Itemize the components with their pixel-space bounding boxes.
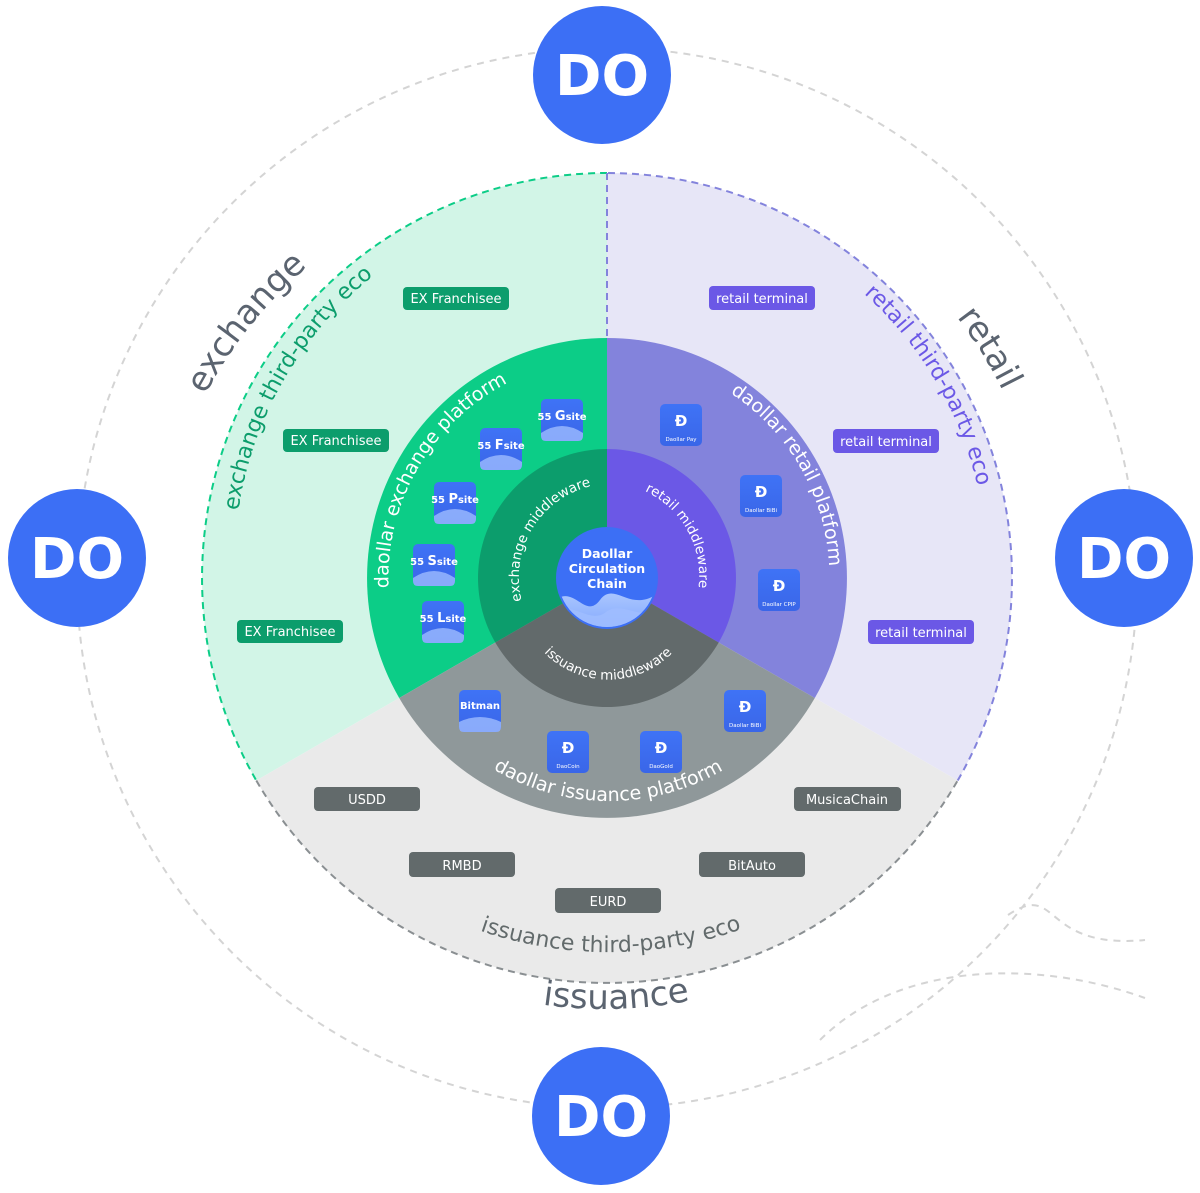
svg-text:retail terminal: retail terminal xyxy=(875,626,967,641)
exchange-eco-edge xyxy=(201,172,608,781)
svg-text:BitAuto: BitAuto xyxy=(728,859,776,874)
svg-text:retail terminal: retail terminal xyxy=(716,292,808,307)
core-line-2: Circulation xyxy=(569,561,645,576)
retail-app-tile[interactable]: Ð Daollar Pay xyxy=(660,404,702,446)
core-chain: Daollar Circulation Chain xyxy=(556,527,658,629)
retail-chip[interactable]: retail terminal xyxy=(833,429,939,453)
site-tile[interactable]: 55 Psite xyxy=(431,482,479,524)
daollar-d-icon: Ð xyxy=(562,739,575,757)
issuance-app-tile[interactable]: Ð DaoGold xyxy=(640,731,682,773)
retail-chip[interactable]: retail terminal xyxy=(868,620,974,644)
svg-text:Daollar Pay: Daollar Pay xyxy=(665,437,697,443)
do-node-right[interactable]: DO xyxy=(1055,489,1193,627)
do-node-bottom[interactable]: DO xyxy=(532,1047,670,1185)
site-tile[interactable]: 55 Gsite xyxy=(537,399,587,441)
issuance-eco-edge xyxy=(255,779,959,984)
svg-text:55 Psite: 55 Psite xyxy=(431,492,479,507)
svg-text:55 Fsite: 55 Fsite xyxy=(477,438,524,453)
daollar-d-icon: Ð xyxy=(755,483,768,501)
issuance-chip[interactable]: RMBD xyxy=(409,852,515,877)
site-tile[interactable]: 55 Lsite xyxy=(420,601,467,643)
do-node-top[interactable]: DO xyxy=(533,6,671,144)
svg-text:EX Franchisee: EX Franchisee xyxy=(410,292,501,307)
daollar-d-icon: Ð xyxy=(655,739,668,757)
tail-curve-upper xyxy=(1007,904,1146,942)
issuance-chip[interactable]: EURD xyxy=(555,888,661,913)
daollar-d-icon: Ð xyxy=(739,698,752,716)
core-line-1: Daollar xyxy=(582,546,633,561)
daollar-d-icon: Ð xyxy=(773,577,786,595)
core-line-3: Chain xyxy=(587,576,627,591)
retail-chip[interactable]: retail terminal xyxy=(709,286,815,310)
issuance-chip[interactable]: MusicaChain xyxy=(794,787,901,811)
svg-text:DaoGold: DaoGold xyxy=(649,764,673,770)
do-node-left[interactable]: DO xyxy=(8,489,146,627)
svg-text:USDD: USDD xyxy=(348,793,386,808)
retail-eco-edge xyxy=(606,172,1013,781)
svg-text:DO: DO xyxy=(30,527,124,592)
exchange-chip[interactable]: EX Franchisee xyxy=(283,429,389,452)
issuance-app-tile[interactable]: Bitman xyxy=(459,690,501,732)
svg-text:retail terminal: retail terminal xyxy=(840,435,932,450)
tail-curve-lower xyxy=(819,972,1146,1041)
issuance-chip[interactable]: BitAuto xyxy=(699,852,805,877)
svg-text:MusicaChain: MusicaChain xyxy=(806,793,888,808)
issuance-chip[interactable]: USDD xyxy=(314,787,420,811)
svg-text:Bitman: Bitman xyxy=(460,701,500,712)
site-tile[interactable]: 55 Ssite xyxy=(410,544,458,586)
exchange-chip[interactable]: EX Franchisee xyxy=(403,287,509,310)
svg-text:Daollar BiBi: Daollar BiBi xyxy=(729,723,761,729)
svg-text:DO: DO xyxy=(555,44,649,109)
svg-text:EURD: EURD xyxy=(590,895,627,910)
issuance-middleware-sector xyxy=(495,578,719,707)
retail-app-tile[interactable]: Ð Daollar BiBi xyxy=(740,475,782,517)
issuance-app-tile[interactable]: Ð DaoCoin xyxy=(547,731,589,773)
issuance-app-tile[interactable]: Ð Daollar BiBi xyxy=(724,690,766,732)
svg-text:Daollar BiBi: Daollar BiBi xyxy=(745,508,777,514)
site-tile[interactable]: 55 Fsite xyxy=(477,428,525,470)
retail-title: retail xyxy=(950,298,1031,395)
svg-text:DO: DO xyxy=(554,1085,648,1150)
svg-text:EX Franchisee: EX Franchisee xyxy=(290,434,381,449)
svg-text:DO: DO xyxy=(1077,527,1171,592)
svg-text:55 Lsite: 55 Lsite xyxy=(420,611,467,626)
retail-app-tile[interactable]: Ð Daollar CPIP xyxy=(758,569,800,611)
svg-text:DaoCoin: DaoCoin xyxy=(556,764,580,770)
exchange-chip[interactable]: EX Franchisee xyxy=(237,620,343,643)
svg-text:Daollar CPIP: Daollar CPIP xyxy=(762,602,796,608)
svg-text:55 Gsite: 55 Gsite xyxy=(537,409,586,424)
svg-text:55 Ssite: 55 Ssite xyxy=(410,554,458,569)
issuance-title: issuance xyxy=(541,970,691,1018)
daollar-d-icon: Ð xyxy=(675,412,688,430)
svg-text:RMBD: RMBD xyxy=(442,859,481,874)
svg-text:EX Franchisee: EX Franchisee xyxy=(244,625,335,640)
